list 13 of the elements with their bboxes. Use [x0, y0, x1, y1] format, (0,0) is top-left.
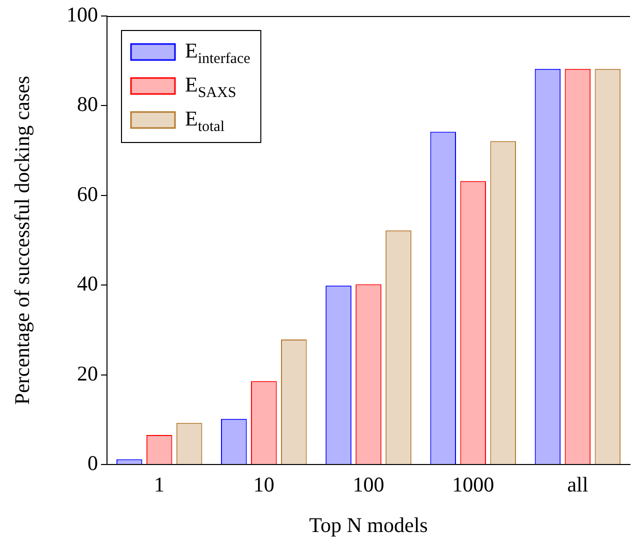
x-tick-label: 1 — [154, 472, 165, 497]
x-tick-label: 1000 — [452, 472, 494, 497]
y-tick-label: 20 — [77, 361, 98, 386]
x-axis-title: Top N models — [309, 512, 428, 537]
y-tick-label: 60 — [77, 182, 98, 206]
x-tick-label: 100 — [352, 472, 384, 497]
y-axis-title: Percentage of successful docking cases — [10, 76, 34, 405]
x-tick-label: 10 — [253, 472, 274, 497]
y-tick-label: 40 — [77, 272, 98, 296]
y-tick-label: 100 — [66, 2, 98, 27]
y-tick-label: 0 — [88, 451, 98, 476]
y-tick-label: 80 — [77, 92, 98, 116]
x-tick-label: all — [567, 472, 588, 497]
